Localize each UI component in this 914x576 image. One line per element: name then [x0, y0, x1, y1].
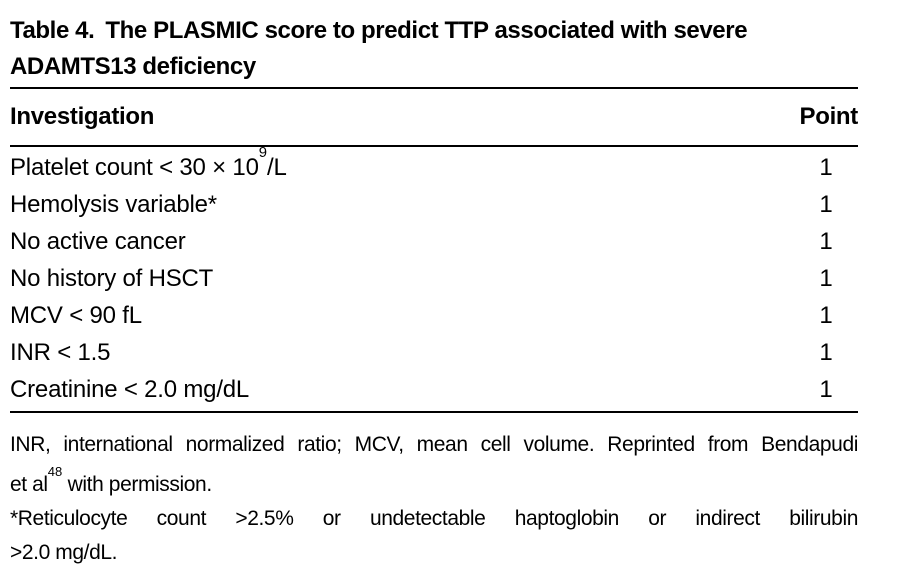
row-investigation-text: No history of HSCT — [10, 264, 214, 292]
table-row: Platelet count < 30 × 109/L 1 — [10, 145, 858, 186]
row-investigation: Creatinine < 2.0 mg/dL — [10, 376, 794, 404]
row-investigation-text: MCV < 90 fL — [10, 301, 142, 329]
column-header-point: Point — [799, 103, 859, 130]
caption-title-line2: ADAMTS13 deficiency — [10, 53, 256, 80]
table-row: Hemolysis variable* 1 — [10, 186, 858, 223]
table-caption: Table 4. The PLASMIC score to predict TTP… — [10, 13, 858, 85]
table-row: No active cancer 1 — [10, 223, 858, 260]
row-investigation: Platelet count < 30 × 109/L — [10, 145, 794, 182]
row-investigation: INR < 1.5 — [10, 339, 794, 367]
table-row: INR < 1.5 1 — [10, 334, 858, 371]
exponent-superscript: 9 — [258, 145, 268, 162]
row-point: 1 — [819, 375, 833, 403]
row-investigation-text: No active cancer — [10, 227, 186, 255]
row-investigation: No active cancer — [10, 228, 794, 256]
row-investigation-text-after: /L — [267, 153, 287, 181]
table-body: Platelet count < 30 × 109/L 1 Hemolysis … — [10, 145, 858, 411]
row-point: 1 — [819, 153, 833, 181]
row-investigation-text: Hemolysis variable* — [10, 190, 217, 218]
row-investigation: Hemolysis variable* — [10, 191, 794, 219]
table-rule-top — [10, 87, 858, 89]
caption-line-1: Table 4. The PLASMIC score to predict TTP… — [10, 13, 858, 49]
row-point: 1 — [819, 190, 833, 218]
footnote-citation-tail: with permission. — [62, 473, 213, 496]
footnote-abbreviations-line1: INR, international normalized ratio; MCV… — [10, 433, 858, 456]
table-row: MCV < 90 fL 1 — [10, 297, 858, 334]
table-header-row: Investigation Point — [10, 89, 858, 145]
row-investigation: No history of HSCT — [10, 265, 794, 293]
table-rule-bottom — [10, 411, 858, 413]
row-investigation-text: Platelet count < 30 × 10 — [10, 153, 259, 181]
column-header-investigation: Investigation — [10, 103, 155, 130]
caption-label: Table 4. — [10, 17, 95, 44]
citation-superscript: 48 — [47, 463, 63, 479]
caption-title-line1: The PLASMIC score to predict TTP associa… — [105, 17, 748, 44]
table-row: Creatinine < 2.0 mg/dL 1 — [10, 371, 858, 408]
table-row: No history of HSCT 1 — [10, 260, 858, 297]
row-point: 1 — [819, 264, 833, 292]
footnote-citation-text: et al — [10, 473, 48, 496]
row-point: 1 — [819, 338, 833, 366]
row-investigation-text: Creatinine < 2.0 mg/dL — [10, 375, 250, 403]
caption-line-2: ADAMTS13 deficiency — [10, 49, 858, 85]
footnote-abbreviations-line2: et al48 with permission. — [10, 462, 858, 502]
table-content: Table 4. The PLASMIC score to predict TTP… — [10, 0, 858, 570]
footnote-asterisk-line1: *Reticulocyte count >2.5% or undetectabl… — [10, 507, 858, 530]
row-point: 1 — [819, 227, 833, 255]
table-rule-header — [10, 145, 858, 147]
row-point: 1 — [819, 301, 833, 329]
footnote-asterisk-line2: >2.0 mg/dL. — [10, 541, 118, 564]
table-footnotes: INR, international normalized ratio; MCV… — [10, 428, 858, 570]
row-investigation: MCV < 90 fL — [10, 302, 794, 330]
row-investigation-text: INR < 1.5 — [10, 338, 111, 366]
